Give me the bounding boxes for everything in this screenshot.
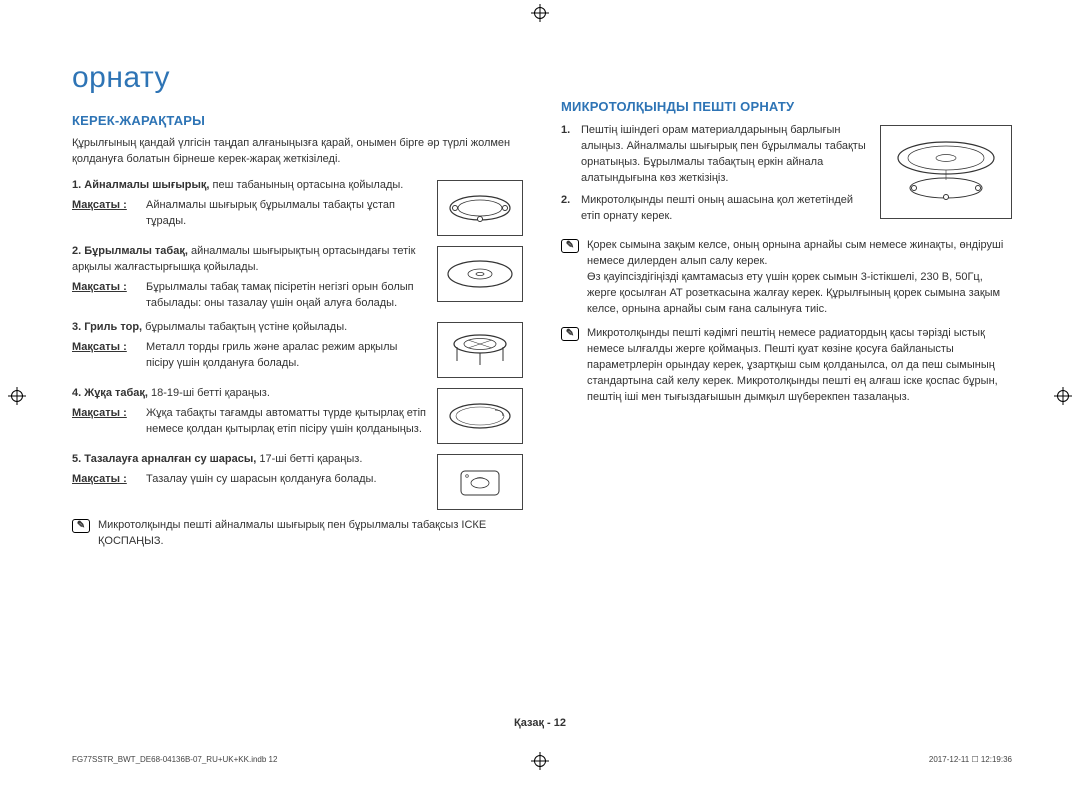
accessory-item: 2. Бұрылмалы табақ, айналмалы шығырықтың… xyxy=(72,244,523,312)
reg-mark-right xyxy=(1054,387,1072,405)
item-head-bold: Бұрылмалы табақ, xyxy=(84,245,188,257)
accessory-note: ✎ Микротолқынды пешті айналмалы шығырық … xyxy=(72,518,523,550)
turntable-icon xyxy=(443,251,517,297)
meta-timestamp: 2017-12-11 ☐ 12:19:36 xyxy=(929,754,1012,766)
purpose-label: Мақсаты : xyxy=(72,198,140,230)
note-text: Қорек сымына зақым келсе, оның орнына ар… xyxy=(587,238,1012,318)
page-title: орнату xyxy=(72,56,523,100)
section-title-installation: МИКРОТОЛҚЫНДЫ ПЕШТІ ОРНАТУ xyxy=(561,98,1012,117)
item-head-rest: пеш табанының ортасына қойылады. xyxy=(209,179,403,191)
purpose-label: Мақсаты : xyxy=(72,280,140,312)
note-icon: ✎ xyxy=(72,519,90,533)
reg-mark-left xyxy=(8,387,26,405)
note-icon: ✎ xyxy=(561,239,579,253)
purpose-text: Бұрылмалы табақ тамақ пісіретін негізгі … xyxy=(146,280,427,312)
note-text: Микротолқынды пешті айналмалы шығырық пе… xyxy=(98,518,523,550)
purpose-text: Жұқа табақты тағамды автоматты түрде қыт… xyxy=(146,406,427,438)
steam-cleaner-icon xyxy=(443,459,517,505)
accessory-figure xyxy=(437,180,523,236)
installation-note: ✎ Қорек сымына зақым келсе, оның орнына … xyxy=(561,238,1012,318)
item-num: 3. xyxy=(72,321,81,333)
item-head-bold: Жұқа табақ, xyxy=(84,387,148,399)
item-head-rest: 17-ші бетті қараңыз. xyxy=(256,453,362,465)
meta-filename: FG77SSTR_BWT_DE68-04136B-07_RU+UK+KK.ind… xyxy=(72,754,277,766)
accessory-figure xyxy=(437,388,523,444)
turntable-assembly-icon xyxy=(886,130,1006,214)
section-title-accessories: КЕРЕК-ЖАРАҚТАРЫ xyxy=(72,112,523,131)
item-num: 5. xyxy=(72,453,81,465)
item-num: 2. xyxy=(72,245,81,257)
item-head-bold: Айналмалы шығырық, xyxy=(84,179,209,191)
step-num: 1. xyxy=(561,123,575,187)
item-head-bold: Гриль тор, xyxy=(84,321,142,333)
purpose-text: Металл торды гриль және аралас режим арқ… xyxy=(146,340,427,372)
note-icon: ✎ xyxy=(561,327,579,341)
accessory-item: 1. Айналмалы шығырық, пеш табанының орта… xyxy=(72,178,523,236)
accessory-item: 5. Тазалауға арналған су шарасы, 17-ші б… xyxy=(72,452,523,510)
installation-figure xyxy=(880,125,1012,219)
left-column: орнату КЕРЕК-ЖАРАҚТАРЫ Құрылғының қандай… xyxy=(72,56,523,750)
purpose-label: Мақсаты : xyxy=(72,472,140,488)
item-head-rest: бұрылмалы табақтың үстіне қойылады. xyxy=(142,321,347,333)
crusty-plate-icon xyxy=(443,393,517,439)
step-text: Микротолқынды пешті оның ашасына қол жет… xyxy=(581,193,866,225)
accessory-figure xyxy=(437,322,523,378)
right-column: МИКРОТОЛҚЫНДЫ ПЕШТІ ОРНАТУ 1. Пештің іші… xyxy=(561,56,1012,750)
grill-rack-icon xyxy=(443,327,517,373)
reg-mark-top xyxy=(531,4,549,22)
installation-note: ✎ Микротолқынды пешті кәдімгі пештің нем… xyxy=(561,326,1012,406)
reg-mark-bottom xyxy=(531,752,549,770)
purpose-label: Мақсаты : xyxy=(72,340,140,372)
accessories-intro: Құрылғының қандай үлгісін таңдап алғаның… xyxy=(72,136,523,168)
purpose-label: Мақсаты : xyxy=(72,406,140,438)
item-head-bold: Тазалауға арналған су шарасы, xyxy=(84,453,256,465)
note-text: Микротолқынды пешті кәдімгі пештің немес… xyxy=(587,326,1012,406)
content: орнату КЕРЕК-ЖАРАҚТАРЫ Құрылғының қандай… xyxy=(72,56,1012,750)
item-num: 1. xyxy=(72,179,81,191)
accessory-item: 3. Гриль тор, бұрылмалы табақтың үстіне … xyxy=(72,320,523,378)
purpose-text: Тазалау үшін су шарасын қолдануға болады… xyxy=(146,472,427,488)
item-head-rest: 18-19-ші бетті қараңыз. xyxy=(148,387,270,399)
step-num: 2. xyxy=(561,193,575,225)
item-num: 4. xyxy=(72,387,81,399)
purpose-text: Айналмалы шығырық бұрылмалы табақты ұста… xyxy=(146,198,427,230)
roller-ring-icon xyxy=(443,185,517,231)
accessory-figure xyxy=(437,454,523,510)
accessory-figure xyxy=(437,246,523,302)
accessory-item: 4. Жұқа табақ, 18-19-ші бетті қараңыз. М… xyxy=(72,386,523,444)
page-footer: Қазақ - 12 xyxy=(0,716,1080,732)
step-text: Пештің ішіндегі орам материалдарының бар… xyxy=(581,123,866,187)
